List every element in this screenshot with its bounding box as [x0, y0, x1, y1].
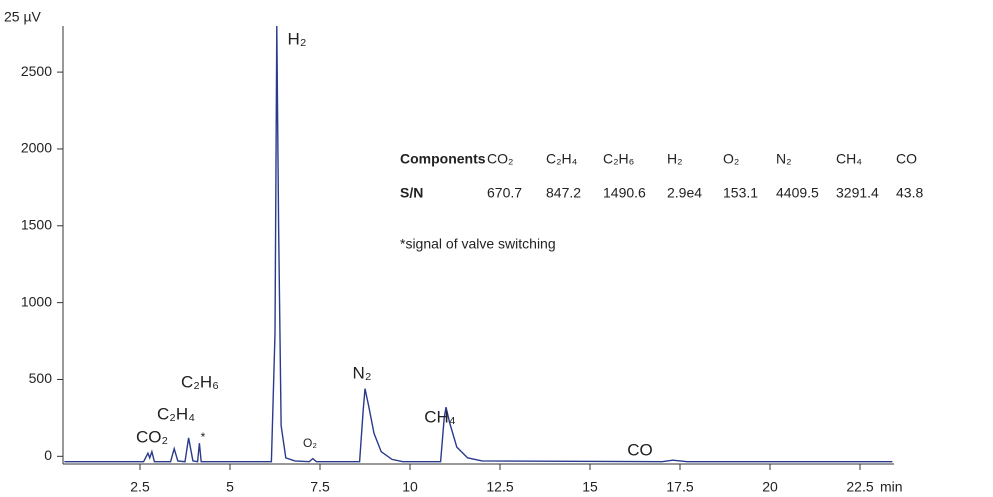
- table-header: C₂H₆: [603, 151, 634, 167]
- x-tick-label: 20: [762, 479, 778, 495]
- y-tick-label: 2000: [21, 140, 52, 156]
- y-tick-label: 2500: [21, 63, 52, 79]
- table-header: N₂: [776, 151, 792, 167]
- x-tick-label: 2.5: [130, 479, 150, 495]
- table-header: Components: [400, 151, 486, 167]
- y-tick-label: 1500: [21, 216, 52, 232]
- table-cell: S/N: [400, 185, 423, 201]
- table-cell: 670.7: [487, 185, 522, 201]
- footnote: *signal of valve switching: [400, 236, 556, 252]
- y-axis-label: 25 µV: [4, 9, 42, 25]
- peak-label: CH₄: [424, 407, 456, 426]
- table-cell: 1490.6: [603, 185, 646, 201]
- table-header: O₂: [723, 151, 739, 167]
- peak-label: H₂: [288, 29, 307, 48]
- table-header: H₂: [667, 151, 683, 167]
- table-header: CH₄: [836, 151, 862, 167]
- chromatogram-trace: [64, 25, 893, 463]
- peak-label: C₂H₄: [157, 404, 195, 423]
- x-tick-label: 7.5: [310, 479, 330, 495]
- y-tick-label: 0: [44, 447, 52, 463]
- x-tick-label: 15: [582, 479, 598, 495]
- peak-label: CO₂: [136, 427, 168, 446]
- x-tick-label: 5: [226, 479, 234, 495]
- table-header: CO₂: [487, 151, 513, 167]
- table-cell: 4409.5: [776, 185, 819, 201]
- y-tick-label: 1000: [21, 293, 52, 309]
- peak-label: *: [201, 430, 206, 444]
- table-cell: 3291.4: [836, 185, 879, 201]
- x-tick-label: 17.5: [666, 479, 693, 495]
- x-tick-label: 10: [402, 479, 418, 495]
- table-header: C₂H₄: [546, 151, 578, 167]
- table-header: CO: [896, 151, 917, 167]
- x-tick-label: 12.5: [486, 479, 513, 495]
- x-tick-label: 22.5: [846, 479, 873, 495]
- table-cell: 43.8: [896, 185, 923, 201]
- table-cell: 847.2: [546, 185, 581, 201]
- table-cell: 153.1: [723, 185, 758, 201]
- table-cell: 2.9e4: [667, 185, 702, 201]
- x-axis-label: min: [880, 479, 903, 495]
- y-tick-label: 500: [29, 370, 53, 386]
- peak-label: N₂: [353, 363, 372, 382]
- peak-label: O₂: [303, 436, 317, 450]
- peak-label: CO: [627, 440, 653, 459]
- peak-label: C₂H₆: [181, 372, 219, 391]
